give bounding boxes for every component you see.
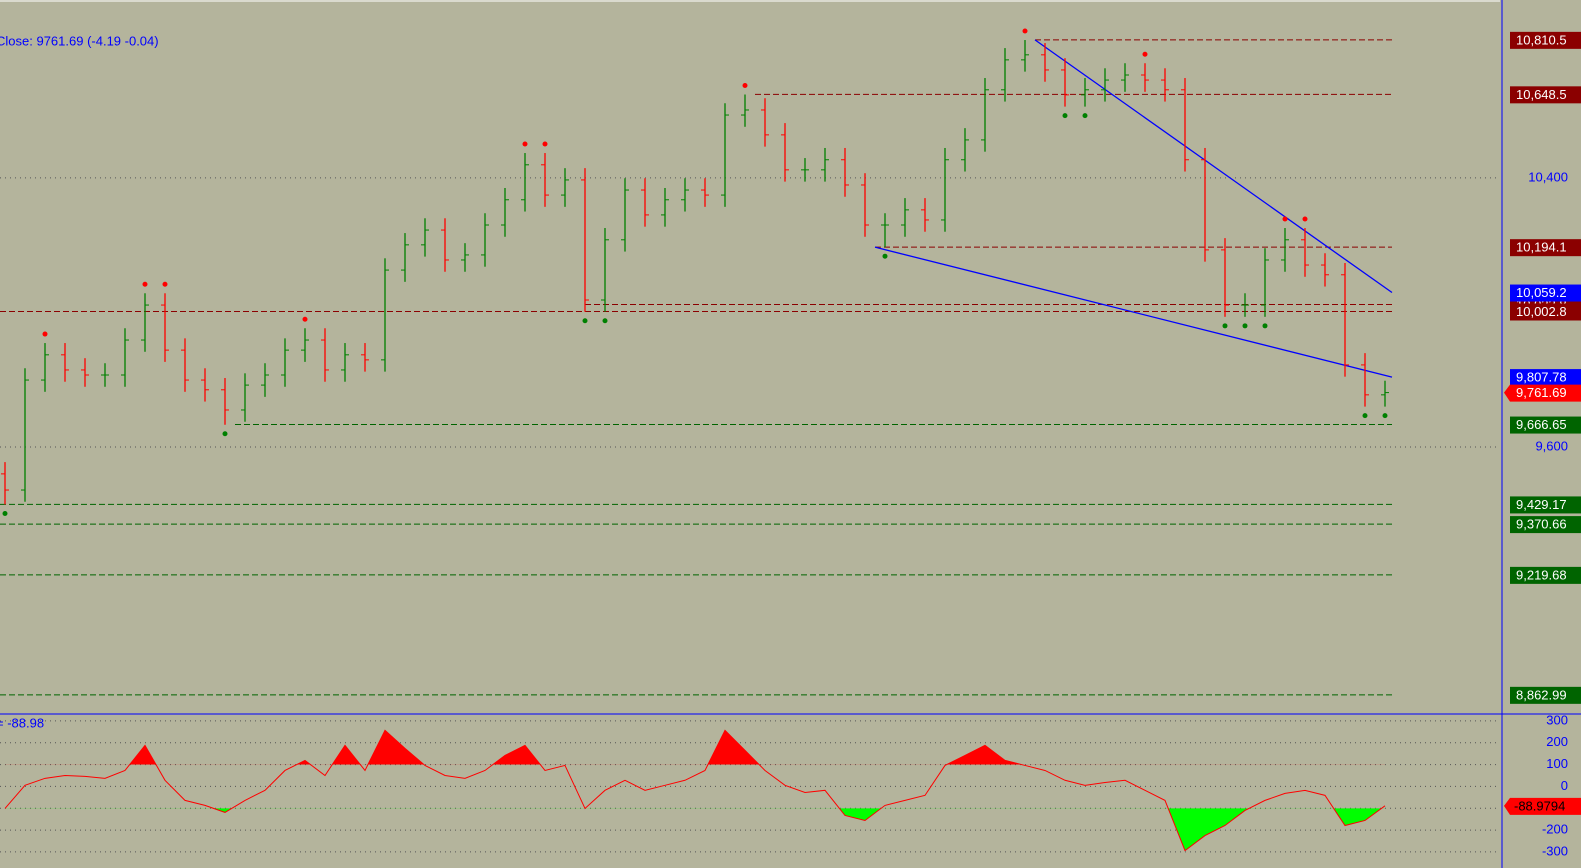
level-label: 9,370.66: [1516, 517, 1567, 532]
pivot-high: [142, 281, 148, 287]
pivot-high: [742, 83, 748, 89]
indicator-tick-label: 100: [1546, 756, 1568, 771]
pivot-high: [522, 141, 528, 147]
pivot-low: [222, 431, 228, 437]
level-label-box: [1510, 566, 1581, 584]
level-label: 10,648.5: [1516, 87, 1567, 102]
pivot-high: [302, 316, 308, 322]
level-label-box: [1510, 416, 1581, 434]
indicator-fill-above: [129, 730, 1022, 765]
chart-title: Close: 9761.69 (-4.19 -0.04): [0, 33, 159, 48]
pivot-low: [882, 253, 888, 259]
level-label: 9,666.65: [1516, 417, 1567, 432]
pivot-low: [1062, 113, 1068, 119]
level-label-box: [1510, 303, 1581, 321]
pivot-low: [1262, 323, 1268, 329]
y-tick-label: 9,600: [1535, 438, 1568, 453]
pivot-high: [1022, 28, 1028, 34]
level-label: 10,194.1: [1516, 240, 1567, 255]
pivot-high: [1282, 216, 1288, 222]
pivot-low: [2, 510, 8, 516]
level-label-box: [1510, 31, 1581, 49]
level-label: 10,002.8: [1516, 304, 1567, 319]
trendline: [874, 246, 1393, 378]
trend-label: 9,807.78: [1516, 370, 1567, 385]
level-label: 8,862.99: [1516, 687, 1567, 702]
pivot-low: [1362, 413, 1368, 419]
pivot-low: [1242, 323, 1248, 329]
indicator-title: = -88.98: [0, 715, 44, 730]
pivot-low: [582, 318, 588, 324]
trend-label-box: [1510, 369, 1581, 387]
pivot-low: [602, 318, 608, 324]
level-label-box: [1510, 239, 1581, 257]
pivot-high: [1142, 51, 1148, 57]
pivot-high: [1302, 216, 1308, 222]
indicator-tick-label: 300: [1546, 712, 1568, 727]
pivot-low: [1382, 413, 1388, 419]
pivot-low: [1082, 113, 1088, 119]
indicator-tick-label: -200: [1542, 822, 1568, 837]
pivot-low: [1222, 323, 1228, 329]
trendline: [1034, 39, 1393, 294]
trend-label: 10,059.2: [1516, 285, 1567, 300]
indicator-line: [4, 729, 1386, 852]
pivot-high: [542, 141, 548, 147]
y-tick-label: 10,400: [1528, 169, 1568, 184]
level-label-box: [1510, 686, 1581, 704]
pivot-high: [162, 281, 168, 287]
level-label: 9,219.68: [1516, 567, 1567, 582]
level-label-box: [1510, 496, 1581, 514]
indicator-last-label: -88.9794: [1514, 798, 1565, 813]
last-price-label: 9,761.69: [1516, 385, 1567, 400]
indicator-tick-label: 0: [1561, 778, 1568, 793]
indicator-tick-label: 200: [1546, 734, 1568, 749]
last-price-box: [1504, 384, 1581, 402]
trend-label-box: [1510, 284, 1581, 302]
level-label-box: [1510, 86, 1581, 104]
pivot-high: [42, 331, 48, 337]
indicator-tick-label: -300: [1542, 843, 1568, 858]
indicator-last-box: [1504, 797, 1581, 815]
level-label: 9,429.17: [1516, 497, 1567, 512]
level-label-box: [1510, 516, 1581, 534]
level-label: 10,810.5: [1516, 32, 1567, 47]
